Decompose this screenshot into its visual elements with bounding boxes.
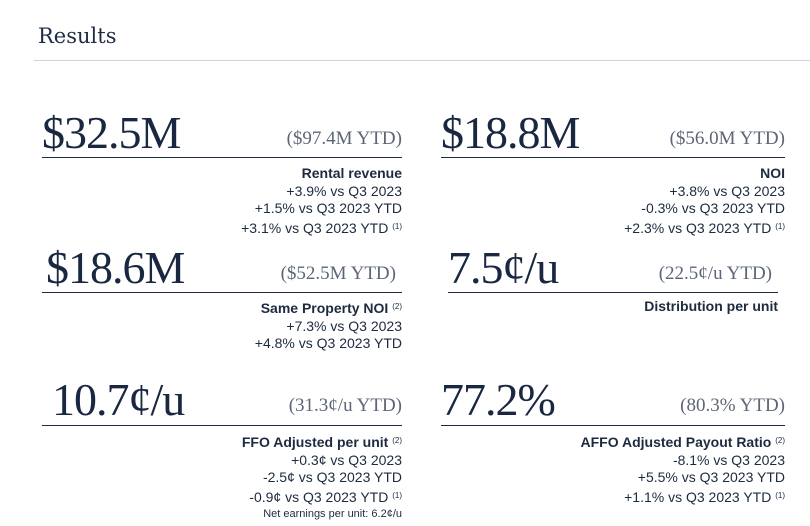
- metric-value: $18.6M: [46, 242, 185, 293]
- footnote-marker: (1): [775, 221, 785, 231]
- metric-affo-payout-ratio: 77.2% (80.3% YTD): [441, 375, 785, 423]
- footnote-marker: (2): [775, 436, 785, 445]
- metric-change: +5.5% vs Q3 2023 YTD: [637, 469, 785, 485]
- footnote-marker: (1): [392, 490, 402, 500]
- metric-same-property-noi: $18.6M ($52.5M YTD): [42, 243, 402, 291]
- metric-divider: [441, 157, 785, 158]
- metric-ytd: ($97.4M YTD): [286, 128, 402, 149]
- metric-change: +2.3% vs Q3 2023 YTD: [624, 219, 772, 236]
- metric-ytd: (80.3% YTD): [680, 395, 785, 416]
- metric-details: Same Property NOI (2) +7.3% vs Q3 2023 +…: [150, 298, 402, 353]
- metric-change-row: +2.3% vs Q3 2023 YTD (1): [533, 218, 785, 238]
- metric-value: $32.5M: [42, 107, 181, 158]
- metric-details: AFFO Adjusted Payout Ratio (2) -8.1% vs …: [533, 432, 786, 507]
- metric-label: Distribution per unit: [644, 298, 778, 314]
- section-title: Results: [38, 24, 117, 48]
- metric-divider: [448, 292, 778, 293]
- metric-divider: [42, 157, 402, 158]
- title-divider: [34, 60, 810, 61]
- metric-change: -0.3% vs Q3 2023 YTD: [641, 200, 785, 216]
- metric-change: +3.8% vs Q3 2023: [669, 182, 785, 199]
- metric-change: +1.1% vs Q3 2023 YTD: [624, 488, 772, 505]
- metric-ffo-adjusted: 10.7¢/u (31.3¢/u YTD): [42, 375, 402, 423]
- metric-divider: [42, 292, 402, 293]
- footnote-marker: (1): [392, 221, 402, 231]
- metric-ytd: (31.3¢/u YTD): [288, 395, 402, 416]
- footnote-marker: (1): [775, 490, 785, 500]
- metric-label: FFO Adjusted per unit: [241, 434, 389, 450]
- footnote-marker: (2): [392, 302, 402, 311]
- metric-label: NOI: [760, 165, 785, 181]
- metric-rental-revenue: $32.5M ($97.4M YTD): [42, 108, 402, 156]
- metric-label-row: FFO Adjusted per unit (2): [150, 432, 402, 452]
- metric-change: +3.9% vs Q3 2023: [286, 182, 402, 199]
- metric-change-row: +1.1% vs Q3 2023 YTD (1): [533, 487, 785, 507]
- metric-label: Same Property NOI: [260, 300, 389, 316]
- metric-details: NOI +3.8% vs Q3 2023 -0.3% vs Q3 2023 YT…: [533, 165, 785, 237]
- metric-change: +3.1% vs Q3 2023 YTD: [241, 219, 389, 236]
- net-earnings-note: Net earnings per unit: 6.2¢/u: [263, 508, 402, 520]
- metric-ytd: ($56.0M YTD): [669, 128, 785, 149]
- metric-change: +4.8% vs Q3 2023 YTD: [254, 335, 402, 351]
- metric-details: Distribution per unit: [526, 298, 778, 316]
- metric-change: -8.1% vs Q3 2023: [672, 451, 785, 468]
- metric-label: Rental revenue: [301, 165, 402, 181]
- metric-change: -2.5¢ vs Q3 2023 YTD: [262, 469, 402, 485]
- metric-change: -0.9¢ vs Q3 2023 YTD: [249, 488, 389, 505]
- metric-label-row: AFFO Adjusted Payout Ratio (2): [533, 432, 786, 452]
- metric-value: 7.5¢/u: [448, 242, 559, 293]
- metric-ytd: (22.5¢/u YTD): [658, 263, 772, 284]
- metric-change-row: -0.9¢ vs Q3 2023 YTD (1): [150, 487, 402, 507]
- metric-details: FFO Adjusted per unit (2) +0.3¢ vs Q3 20…: [150, 432, 402, 522]
- metric-change-row: +3.1% vs Q3 2023 YTD (1): [150, 218, 402, 238]
- metric-value: 77.2%: [441, 374, 556, 425]
- metric-noi: $18.8M ($56.0M YTD): [441, 108, 785, 156]
- metric-value: 10.7¢/u: [52, 374, 185, 425]
- metric-distribution-per-unit: 7.5¢/u (22.5¢/u YTD): [448, 243, 778, 291]
- footnote-marker: (2): [392, 436, 402, 445]
- metric-value: $18.8M: [441, 107, 580, 158]
- metric-change: +0.3¢ vs Q3 2023: [291, 451, 402, 468]
- metric-details: Rental revenue +3.9% vs Q3 2023 +1.5% vs…: [150, 165, 402, 237]
- metric-change: +1.5% vs Q3 2023 YTD: [254, 200, 402, 216]
- metric-label-row: Same Property NOI (2): [150, 298, 402, 318]
- metric-divider: [441, 425, 785, 426]
- metric-ytd: ($52.5M YTD): [280, 263, 396, 284]
- metric-change: +7.3% vs Q3 2023: [286, 317, 402, 334]
- metric-label: AFFO Adjusted Payout Ratio: [580, 434, 772, 450]
- metric-divider: [42, 425, 402, 426]
